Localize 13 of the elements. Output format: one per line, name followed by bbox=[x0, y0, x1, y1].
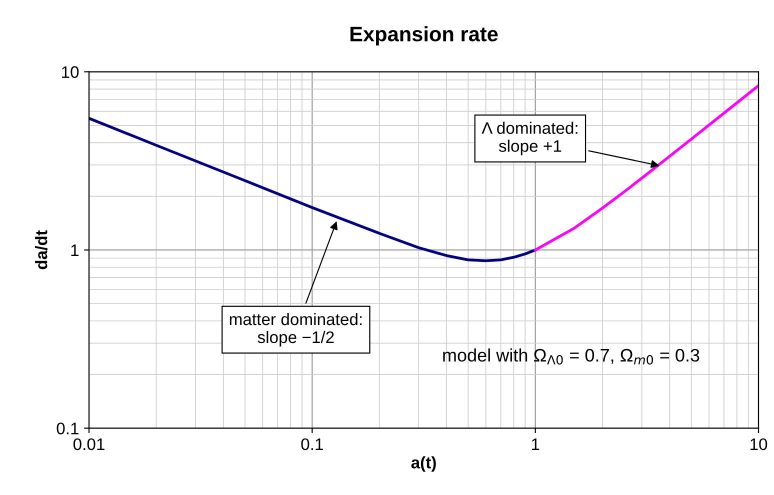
annotation: model with Ω$_{Λ0}$ = 0.7, Ω$_{m0}$ = 0.3 bbox=[443, 348, 700, 365]
chart-title: Expansion rate bbox=[350, 26, 498, 46]
y-tick-label: 10 bbox=[62, 66, 79, 78]
y-axis-title: da/dt bbox=[35, 230, 48, 270]
x-axis-title: a(t) bbox=[411, 456, 436, 472]
annotation: Λ dominated: slope +1 bbox=[482, 122, 578, 156]
x-tick-label: 0.01 bbox=[73, 438, 104, 450]
x-tick-label: 0.1 bbox=[301, 438, 323, 450]
x-tick-label: 10 bbox=[750, 438, 768, 450]
y-tick-label: 1 bbox=[71, 244, 78, 256]
x-tick-label: 1 bbox=[532, 438, 540, 450]
annotation: matter dominated: slope −1/2 bbox=[230, 312, 362, 346]
y-tick-label: 0.1 bbox=[56, 422, 78, 434]
